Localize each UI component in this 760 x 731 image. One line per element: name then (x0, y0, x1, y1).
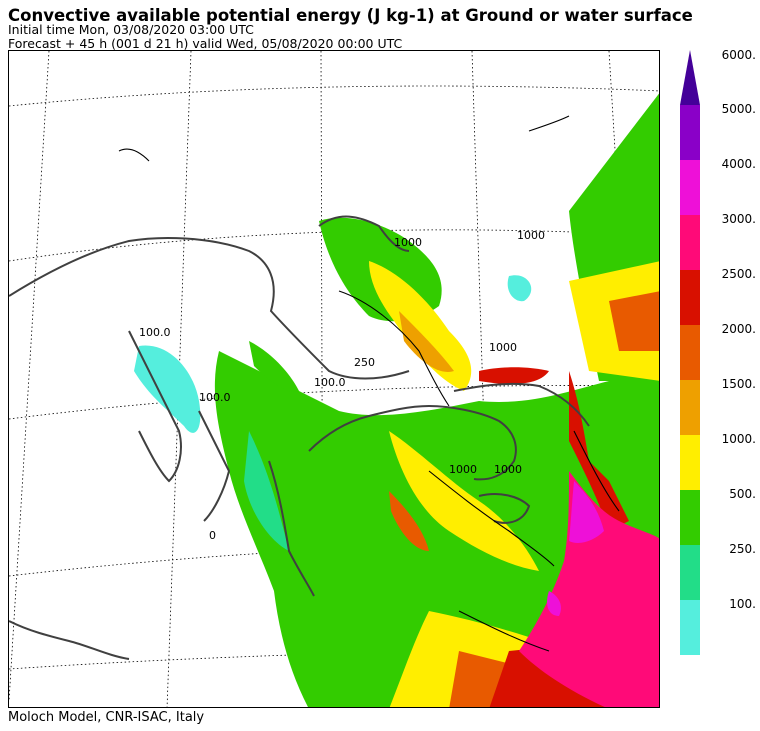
colorbar-segment (680, 270, 700, 325)
map-canvas: 1000 1000 1000 100.0 100.0 100.0 250 100… (9, 51, 659, 707)
contour-label: 1000 (494, 463, 522, 476)
contour-label: 100.0 (314, 376, 346, 389)
cape-map: 1000 1000 1000 100.0 100.0 100.0 250 100… (8, 50, 660, 708)
contour-label: 100.0 (199, 391, 231, 404)
legend-label: 5000. (721, 102, 756, 116)
forecast-time: Forecast + 45 h (001 d 21 h) valid Wed, … (8, 36, 403, 51)
colorbar-segment (680, 600, 700, 655)
legend-label: 100. (729, 597, 756, 611)
colorbar-segment (680, 490, 700, 545)
initial-time: Initial time Mon, 03/08/2020 03:00 UTC (8, 22, 254, 37)
legend-label: 250. (729, 542, 756, 556)
contour-label: 0 (209, 529, 216, 542)
colorbar-segment (680, 160, 700, 215)
legend-label: 500. (729, 487, 756, 501)
legend-label: 2500. (721, 267, 756, 281)
colorbar-segment (680, 380, 700, 435)
colorbar-segment (680, 545, 700, 600)
colorbar (680, 50, 700, 655)
colorbar-arrow (680, 50, 700, 105)
contour-label: 250 (354, 356, 375, 369)
colorbar-segment (680, 325, 700, 380)
contour-label: 1000 (394, 236, 422, 249)
map-title: Convective available potential energy (J… (8, 6, 693, 25)
legend-label: 2000. (721, 322, 756, 336)
legend-label: 6000. (721, 48, 756, 62)
contour-label: 1000 (489, 341, 517, 354)
legend-label: 1000. (721, 432, 756, 446)
legend-label: 1500. (721, 377, 756, 391)
contour-label: 1000 (449, 463, 477, 476)
legend-label: 3000. (721, 212, 756, 226)
colorbar-segment (680, 435, 700, 490)
legend-label: 4000. (721, 157, 756, 171)
cape-contours (118, 115, 620, 652)
contour-label: 100.0 (139, 326, 171, 339)
contour-labels: 1000 1000 1000 100.0 100.0 100.0 250 100… (139, 229, 545, 542)
colorbar-segment (680, 105, 700, 160)
contour-label: 1000 (517, 229, 545, 242)
cape-fields (134, 93, 659, 707)
coastlines (9, 215, 590, 660)
colorbar-segment (680, 215, 700, 270)
model-credit: Moloch Model, CNR-ISAC, Italy (8, 710, 205, 725)
